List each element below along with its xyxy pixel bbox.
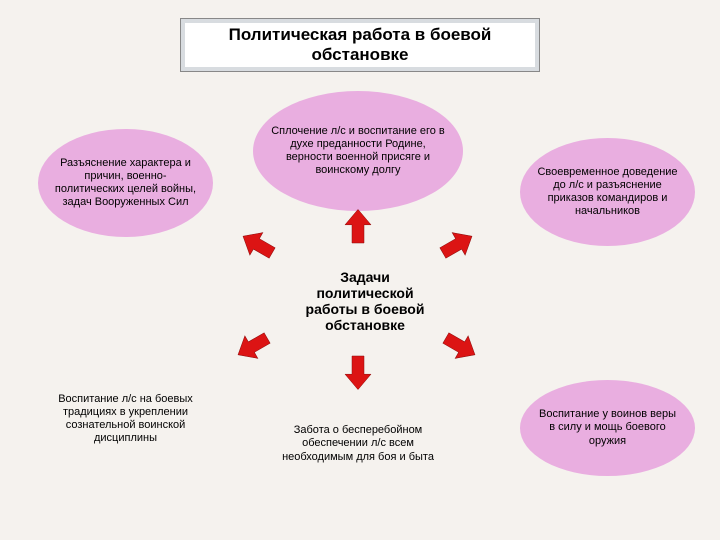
- ellipse-text: Воспитание л/с на боевых традициях в укр…: [54, 393, 197, 446]
- ellipse-text: Сплочение л/с и воспитание его в духе пр…: [269, 125, 447, 178]
- arrow-5: [328, 340, 388, 400]
- arrow-3: [225, 315, 285, 375]
- title-text: Политическая работа в боевой обстановке: [181, 25, 539, 65]
- center-text: Задачи политической работы в боевой обст…: [290, 269, 440, 333]
- ellipse-left-top: Разъяснение характера и причин, военно-п…: [38, 129, 213, 237]
- ellipse-text: Воспитание у воинов веры в силу и мощь б…: [536, 408, 679, 448]
- ellipse-text: Своевременное доведение до л/с и разъясн…: [536, 166, 679, 219]
- ellipse-bottom: Забота о бесперебойном обеспечении л/с в…: [258, 388, 458, 500]
- title-box: Политическая работа в боевой обстановке: [180, 18, 540, 72]
- arrow-4: [428, 315, 488, 375]
- ellipse-right-bot: Воспитание у воинов веры в силу и мощь б…: [520, 380, 695, 476]
- ellipse-left-bot: Воспитание л/с на боевых традициях в укр…: [38, 365, 213, 473]
- ellipse-right-top: Своевременное доведение до л/с и разъясн…: [520, 138, 695, 246]
- arrow-2: [425, 216, 485, 276]
- arrow-0: [328, 199, 388, 259]
- ellipse-text: Забота о бесперебойном обеспечении л/с в…: [274, 424, 442, 464]
- ellipse-top: Сплочение л/с и воспитание его в духе пр…: [253, 91, 463, 211]
- center-label: Задачи политической работы в боевой обст…: [290, 251, 440, 351]
- ellipse-text: Разъяснение характера и причин, военно-п…: [54, 157, 197, 210]
- arrow-1: [230, 216, 290, 276]
